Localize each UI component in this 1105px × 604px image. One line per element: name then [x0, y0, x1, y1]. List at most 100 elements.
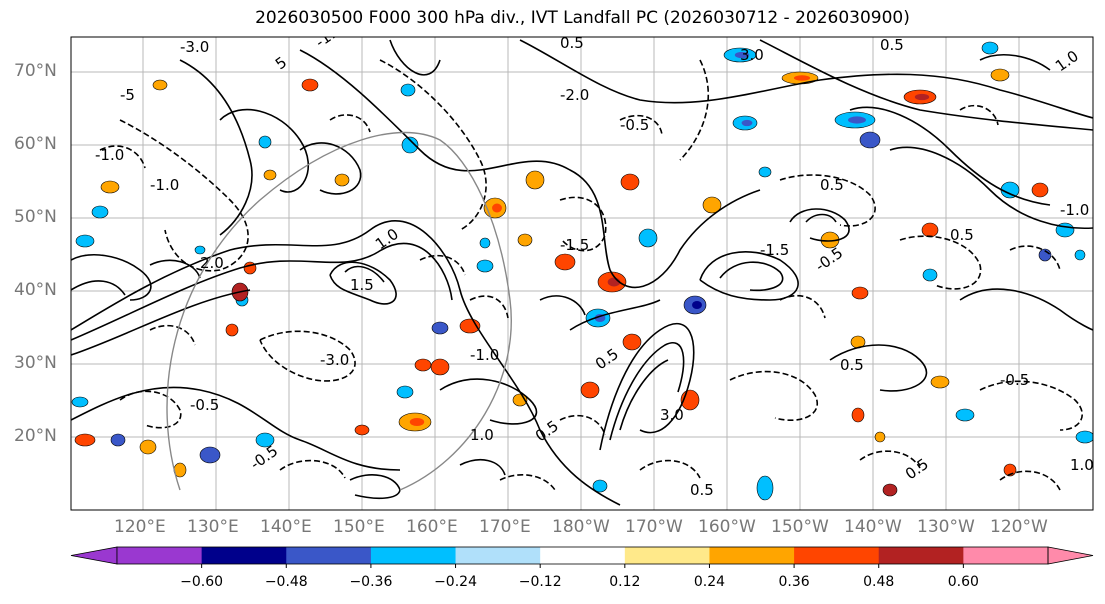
ivt-dashed-contour	[119, 390, 182, 429]
colorbar-segment	[963, 547, 1049, 564]
longitude-label: 120°W	[990, 517, 1048, 537]
divergence-patch	[851, 407, 865, 423]
contour-label: -1.5	[560, 236, 589, 254]
divergence-patch	[225, 323, 239, 337]
longitude-label: 120°E	[114, 517, 166, 537]
contour-label: -1.0	[150, 176, 179, 194]
divergence-patch	[74, 433, 96, 447]
map-title: 2026030500 F000 300 hPa div., IVT Landfa…	[255, 8, 910, 28]
divergence-core	[793, 75, 811, 81]
ivt-solid-contour	[71, 254, 152, 301]
ivt-dashed-contour	[559, 196, 607, 252]
ivt-solid-contour	[789, 208, 850, 242]
colorbar-min-extension	[70, 546, 118, 565]
divergence-patch	[859, 131, 881, 149]
contour-label: 3.0	[660, 406, 684, 424]
ivt-dashed-contour	[99, 145, 146, 169]
ivt-solid-contour	[829, 344, 928, 392]
divergence-core	[692, 300, 702, 310]
ivt-solid-contour	[329, 261, 397, 305]
latitude-label: 20°N	[14, 426, 57, 446]
ivt-solid-contour	[219, 108, 310, 193]
ivt-dashed-contour	[1009, 245, 1061, 271]
contour-label: -1.0	[95, 146, 124, 164]
colorbar-tick-label: −0.36	[349, 574, 393, 590]
divergence-patch	[396, 385, 414, 399]
divergence-patch	[91, 205, 109, 219]
contour-label: 0.5	[560, 34, 584, 52]
longitude-label: 130°E	[187, 517, 239, 537]
ivt-dashed-contour	[959, 104, 999, 126]
contour-label: 1.0	[470, 426, 494, 444]
ivt-dashed-contour	[779, 174, 876, 227]
divergence-patch	[301, 78, 319, 92]
ivt-dashed-contour	[779, 294, 826, 319]
divergence-patch	[479, 237, 491, 249]
ivt-dashed-contour	[419, 254, 466, 276]
ivt-solid-contour	[959, 288, 1093, 331]
longitude-label: 180°W	[552, 517, 610, 537]
divergence-patch	[258, 135, 272, 149]
divergence-patch	[758, 166, 772, 178]
latitude-label: 50°N	[14, 207, 57, 227]
longitude-label: 150°W	[771, 517, 829, 537]
contour-label: 0.5	[950, 226, 974, 244]
colorbar-frame	[116, 546, 1049, 565]
divergence-patch	[702, 196, 722, 214]
divergence-patch	[930, 375, 950, 389]
divergence-patch	[476, 259, 494, 273]
colorbar-max-extension	[1047, 546, 1094, 565]
ivt-solid-contour	[71, 280, 126, 296]
ivt-dashed-contour	[979, 380, 1083, 431]
contour-label: -2.0	[560, 86, 589, 104]
ivt-solid-contour	[299, 49, 761, 289]
divergence-patch	[580, 381, 600, 399]
longitude-label: 130°W	[917, 517, 975, 537]
divergence-patch	[990, 68, 1010, 82]
plot-frame	[70, 36, 1094, 511]
ivt-solid-contour	[979, 54, 1051, 71]
pc-outline-contour	[166, 131, 512, 491]
divergence-core	[734, 51, 750, 59]
contour-label: -3.0	[320, 351, 349, 369]
ivt-dashed-contour	[329, 114, 371, 133]
colorbar	[70, 546, 1094, 568]
divergence-core	[409, 417, 425, 427]
divergence-patch	[334, 173, 350, 187]
ivt-dashed-contour	[379, 59, 487, 231]
divergence-patch	[152, 79, 168, 91]
divergence-patch	[525, 170, 545, 190]
ivt-solid-contour	[299, 142, 362, 195]
ivt-solid-contour	[71, 289, 251, 356]
ivt-solid-contour	[599, 323, 695, 451]
divergence-patch	[622, 333, 642, 351]
divergence-patch	[1000, 181, 1020, 199]
contour-label: 0.5	[880, 36, 904, 54]
ivt-solid-contour	[71, 242, 453, 341]
divergence-patch	[194, 245, 206, 255]
divergence-patch	[955, 408, 975, 422]
ivt-dashed-contour	[279, 459, 346, 479]
ivt-dashed-contour	[559, 414, 606, 436]
divergence-patch	[851, 286, 869, 300]
contour-label: -1.5	[760, 241, 789, 259]
divergence-patch	[75, 234, 95, 248]
ivt-solid-contour	[344, 265, 385, 283]
ivt-solid-contour	[889, 146, 1093, 230]
ivt-dashed-contour	[899, 235, 982, 290]
colorbar-tick-label: 0.60	[947, 574, 979, 590]
divergence-patch	[255, 432, 275, 448]
ivt-solid-contour	[719, 261, 784, 292]
colorbar-tick-label: −0.24	[434, 574, 477, 590]
divergence-patch	[1075, 430, 1093, 444]
contour-label: 1.0	[1070, 456, 1094, 474]
divergence-patch	[1074, 249, 1086, 261]
divergence-patch	[414, 358, 432, 372]
ivt-solid-contour	[149, 259, 201, 279]
colorbar-segment	[201, 547, 287, 564]
ivt-solid-contour	[849, 106, 1051, 206]
divergence-patch	[199, 446, 221, 464]
divergence-patch	[638, 228, 658, 248]
colorbar-segment	[286, 547, 372, 564]
